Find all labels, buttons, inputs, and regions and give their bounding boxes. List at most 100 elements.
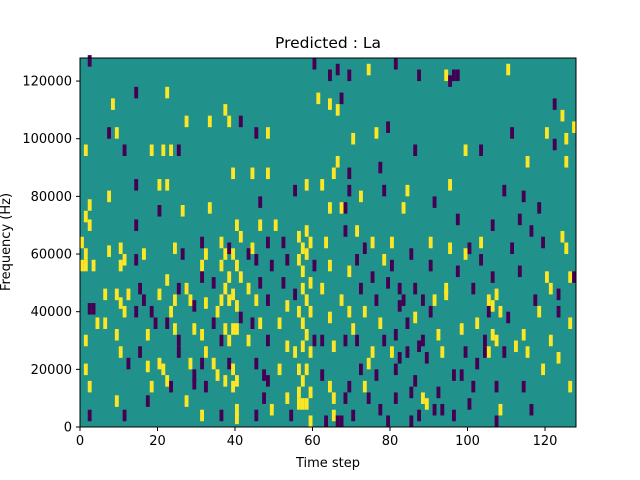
heatmap-cell (370, 236, 375, 249)
heatmap-cell (223, 248, 228, 260)
heatmap-cell (347, 184, 352, 197)
heatmap-cell (122, 409, 127, 422)
heatmap-cell (111, 98, 115, 110)
heatmap-cell (238, 271, 243, 283)
heatmap-cell (83, 259, 88, 272)
heatmap-cell (184, 395, 189, 407)
heatmap-cell (417, 340, 421, 353)
heatmap-cell (207, 115, 212, 128)
heatmap-cell (393, 392, 398, 404)
heatmap-cell (285, 254, 290, 266)
heatmap-cell (506, 311, 511, 324)
heatmap-cell (517, 213, 522, 226)
heatmap-cell (421, 392, 425, 404)
heatmap-cell (304, 179, 309, 191)
heatmap-cell (161, 144, 166, 157)
heatmap-cell (87, 55, 92, 67)
heatmap-cell (304, 398, 309, 410)
heatmap-cell (467, 398, 472, 410)
heatmap-cell (258, 196, 263, 208)
heatmap-cell (459, 369, 464, 381)
heatmap-cell (235, 259, 239, 272)
heatmap-cell (300, 317, 305, 329)
heatmap-cell (91, 259, 96, 272)
heatmap-cell (393, 328, 398, 341)
heatmap-cell (142, 294, 146, 306)
heatmap-cell (483, 334, 487, 347)
heatmap-cell (405, 184, 410, 197)
heatmap-cell (250, 317, 255, 329)
heatmap-cell (134, 219, 139, 231)
heatmap-cell (122, 305, 127, 318)
heatmap-cell (118, 346, 123, 358)
heatmap-cells (80, 55, 576, 427)
heatmap-cell (126, 357, 131, 370)
heatmap-cell (157, 288, 162, 301)
heatmap-cell (254, 409, 259, 422)
heatmap-cell (114, 288, 119, 301)
heatmap-cell (297, 363, 301, 376)
heatmap-cell (525, 156, 530, 168)
heatmap-cell (169, 144, 173, 157)
heatmap-cell (440, 346, 445, 358)
heatmap-cell (138, 282, 142, 295)
heatmap-cell (421, 334, 425, 347)
y-axis-ticks: 0 20000 40000 60000 80000 100000 120000 (22, 75, 80, 436)
heatmap-cell (339, 415, 344, 427)
heatmap-cell (235, 412, 239, 425)
heatmap-cell (339, 202, 344, 214)
heatmap-cell (246, 248, 251, 260)
x-axis-label: Time step (295, 456, 360, 471)
heatmap-cell (490, 219, 495, 231)
heatmap-cell (211, 277, 216, 289)
heatmap-cell (455, 265, 460, 278)
y-tick-label: 100000 (22, 132, 72, 147)
heatmap-cell (328, 98, 332, 110)
heatmap-cell (219, 259, 224, 272)
heatmap-cell (452, 369, 456, 381)
heatmap-cell (564, 242, 569, 255)
heatmap-cell (204, 248, 208, 260)
heatmap-cell (200, 271, 204, 283)
heatmap-cell (537, 305, 542, 318)
heatmap-cell (297, 305, 301, 318)
heatmap-cell (87, 380, 92, 393)
heatmap-cell (370, 346, 375, 358)
heatmap-cell (355, 254, 359, 266)
heatmap-cell (328, 259, 332, 272)
heatmap-cell (335, 415, 340, 427)
heatmap-cell (114, 328, 119, 341)
heatmap-cell (223, 375, 228, 387)
heatmap-cell (545, 271, 549, 283)
heatmap-cell (328, 69, 332, 82)
heatmap-cell (455, 69, 460, 82)
heatmap-cell (246, 282, 251, 295)
heatmap-cell (80, 236, 84, 249)
heatmap-cell (165, 179, 170, 191)
heatmap-cell (564, 156, 569, 168)
heatmap-cell (362, 380, 367, 393)
heatmap-cell (95, 317, 100, 329)
heatmap-cell (300, 242, 305, 255)
heatmap-cell (455, 213, 460, 226)
heatmap-cell (83, 363, 88, 376)
heatmap-cell (250, 167, 255, 180)
heatmap-cell (238, 115, 243, 128)
heatmap-cell (366, 357, 371, 370)
heatmap-cell (533, 294, 538, 306)
heatmap-cell (413, 144, 418, 157)
heatmap-cell (192, 377, 197, 390)
heatmap-cell (285, 300, 290, 312)
heatmap-cell (80, 259, 84, 272)
x-tick-label: 120 (533, 434, 558, 449)
heatmap-cell (339, 92, 344, 105)
heatmap-cell (103, 288, 108, 301)
heatmap-cell (87, 409, 92, 422)
heatmap-cell (424, 352, 429, 364)
heatmap-cell (331, 409, 336, 422)
heatmap-cell (397, 352, 402, 364)
heatmap-cell (359, 363, 363, 376)
heatmap-cell (219, 409, 224, 422)
heatmap-cell (312, 259, 317, 272)
heatmap-cell (428, 305, 433, 318)
